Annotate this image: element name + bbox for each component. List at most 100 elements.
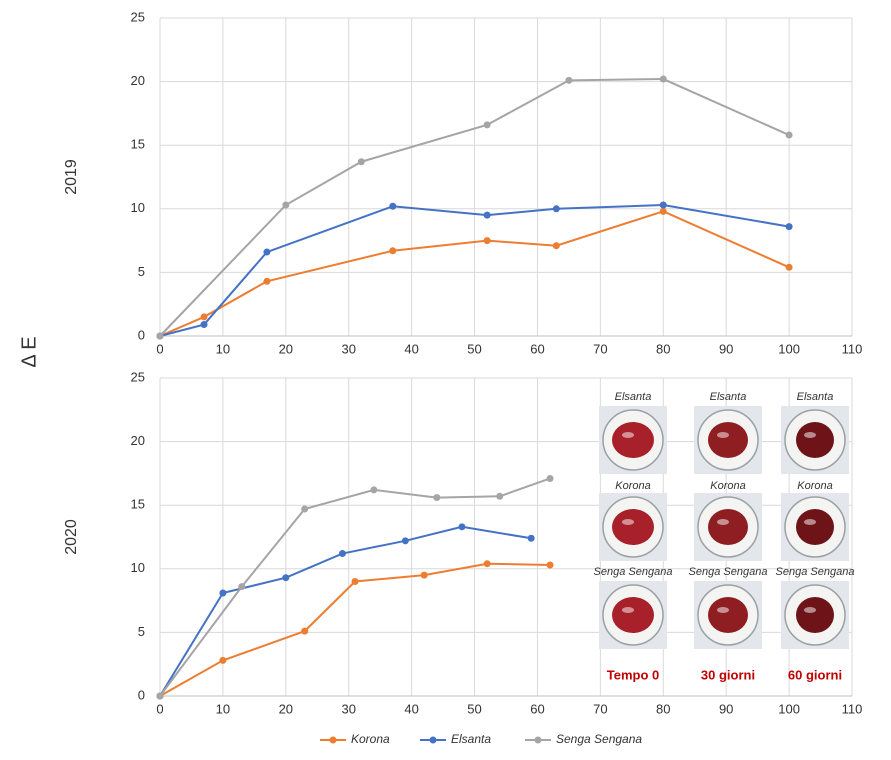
inset-column-label: 30 giorni bbox=[701, 667, 755, 682]
inset-row-label: Elsanta bbox=[615, 391, 652, 403]
y-tick-label: 20 bbox=[131, 433, 145, 448]
highlight bbox=[622, 607, 634, 613]
point bbox=[358, 158, 365, 165]
y-tick-label: 25 bbox=[131, 369, 145, 384]
point bbox=[282, 201, 289, 208]
y-tick-label: 10 bbox=[131, 200, 145, 215]
y-tick-label: 10 bbox=[131, 560, 145, 575]
point bbox=[157, 333, 164, 340]
point bbox=[547, 561, 554, 568]
highlight bbox=[717, 607, 729, 613]
chart: Δ E 0 5 10 15 20 25 0 10 20 30 40 50 60 70 80 90 100 110 2… bbox=[0, 0, 891, 760]
point bbox=[219, 589, 226, 596]
sample bbox=[708, 422, 748, 458]
point bbox=[370, 486, 377, 493]
inset-row-label: Senga Sengana bbox=[594, 566, 673, 578]
point bbox=[201, 321, 208, 328]
x-tick-label: 30 bbox=[341, 341, 355, 356]
x-tick-label: 40 bbox=[404, 341, 418, 356]
x-tick-label: 90 bbox=[719, 341, 733, 356]
point bbox=[786, 223, 793, 230]
x-tick-label: 20 bbox=[279, 341, 293, 356]
sample bbox=[708, 509, 748, 545]
x-tick-label: 50 bbox=[467, 701, 481, 716]
y-tick-label: 20 bbox=[131, 73, 145, 88]
x-tick-label: 80 bbox=[656, 701, 670, 716]
point bbox=[282, 574, 289, 581]
y-tick-label: 5 bbox=[138, 264, 145, 279]
point bbox=[157, 693, 164, 700]
x-tick-label: 10 bbox=[216, 341, 230, 356]
point bbox=[339, 550, 346, 557]
point bbox=[528, 535, 535, 542]
point bbox=[389, 203, 396, 210]
inset-row-label: Elsanta bbox=[710, 391, 747, 403]
x-tick-label: 40 bbox=[404, 701, 418, 716]
y-tick-label: 15 bbox=[131, 137, 145, 152]
point bbox=[484, 212, 491, 219]
x-tick-label: 0 bbox=[156, 701, 163, 716]
point bbox=[565, 77, 572, 84]
y-tick-label: 5 bbox=[138, 624, 145, 639]
x-tick-label: 90 bbox=[719, 701, 733, 716]
inset-row-label: Senga Sengana bbox=[776, 566, 855, 578]
point bbox=[660, 76, 667, 83]
point bbox=[660, 208, 667, 215]
point bbox=[553, 205, 560, 212]
x-tick-label: 110 bbox=[842, 341, 863, 356]
x-tick-label: 0 bbox=[156, 341, 163, 356]
point bbox=[484, 237, 491, 244]
legend-label: Korona bbox=[351, 732, 390, 746]
subplot-label: 2020 bbox=[63, 519, 80, 555]
sample bbox=[612, 509, 654, 545]
x-tick-label: 70 bbox=[593, 341, 607, 356]
x-tick-label: 80 bbox=[656, 341, 670, 356]
x-tick-label: 100 bbox=[778, 701, 800, 716]
point bbox=[547, 475, 554, 482]
sample bbox=[612, 422, 654, 458]
sample bbox=[796, 422, 834, 458]
point bbox=[786, 132, 793, 139]
point bbox=[402, 537, 409, 544]
inset-column-label: Tempo 0 bbox=[607, 667, 660, 682]
legend-label: Elsanta bbox=[451, 732, 491, 746]
point bbox=[352, 578, 359, 585]
sample bbox=[796, 597, 834, 633]
sample bbox=[708, 597, 748, 633]
x-tick-label: 100 bbox=[778, 341, 800, 356]
x-tick-label: 50 bbox=[467, 341, 481, 356]
x-tick-label: 10 bbox=[216, 701, 230, 716]
x-tick-label: 60 bbox=[530, 341, 544, 356]
point bbox=[263, 278, 270, 285]
point bbox=[786, 264, 793, 271]
y-tick-label: 15 bbox=[131, 497, 145, 512]
inset-row-label: Korona bbox=[710, 480, 745, 492]
point bbox=[301, 506, 308, 513]
subplot-label: 2019 bbox=[63, 159, 80, 195]
legend-marker bbox=[430, 737, 437, 744]
highlight bbox=[717, 432, 729, 438]
point bbox=[433, 494, 440, 501]
inset-row-label: Korona bbox=[797, 480, 832, 492]
point bbox=[421, 572, 428, 579]
point bbox=[238, 583, 245, 590]
point bbox=[263, 249, 270, 256]
x-tick-label: 30 bbox=[341, 701, 355, 716]
highlight bbox=[622, 519, 634, 525]
highlight bbox=[717, 519, 729, 525]
x-tick-label: 20 bbox=[279, 701, 293, 716]
point bbox=[660, 201, 667, 208]
inset-column-label: 60 giorni bbox=[788, 667, 842, 682]
highlight bbox=[804, 519, 816, 525]
x-tick-label: 60 bbox=[530, 701, 544, 716]
y-axis-label: Δ E bbox=[18, 336, 40, 367]
x-tick-label: 110 bbox=[842, 701, 863, 716]
point bbox=[553, 242, 560, 249]
inset-row-label: Senga Sengana bbox=[689, 566, 768, 578]
y-tick-label: 25 bbox=[131, 9, 145, 24]
inset-row-label: Korona bbox=[615, 480, 650, 492]
highlight bbox=[804, 432, 816, 438]
point bbox=[301, 628, 308, 635]
legend-label: Senga Sengana bbox=[556, 732, 642, 746]
x-tick-label: 70 bbox=[593, 701, 607, 716]
